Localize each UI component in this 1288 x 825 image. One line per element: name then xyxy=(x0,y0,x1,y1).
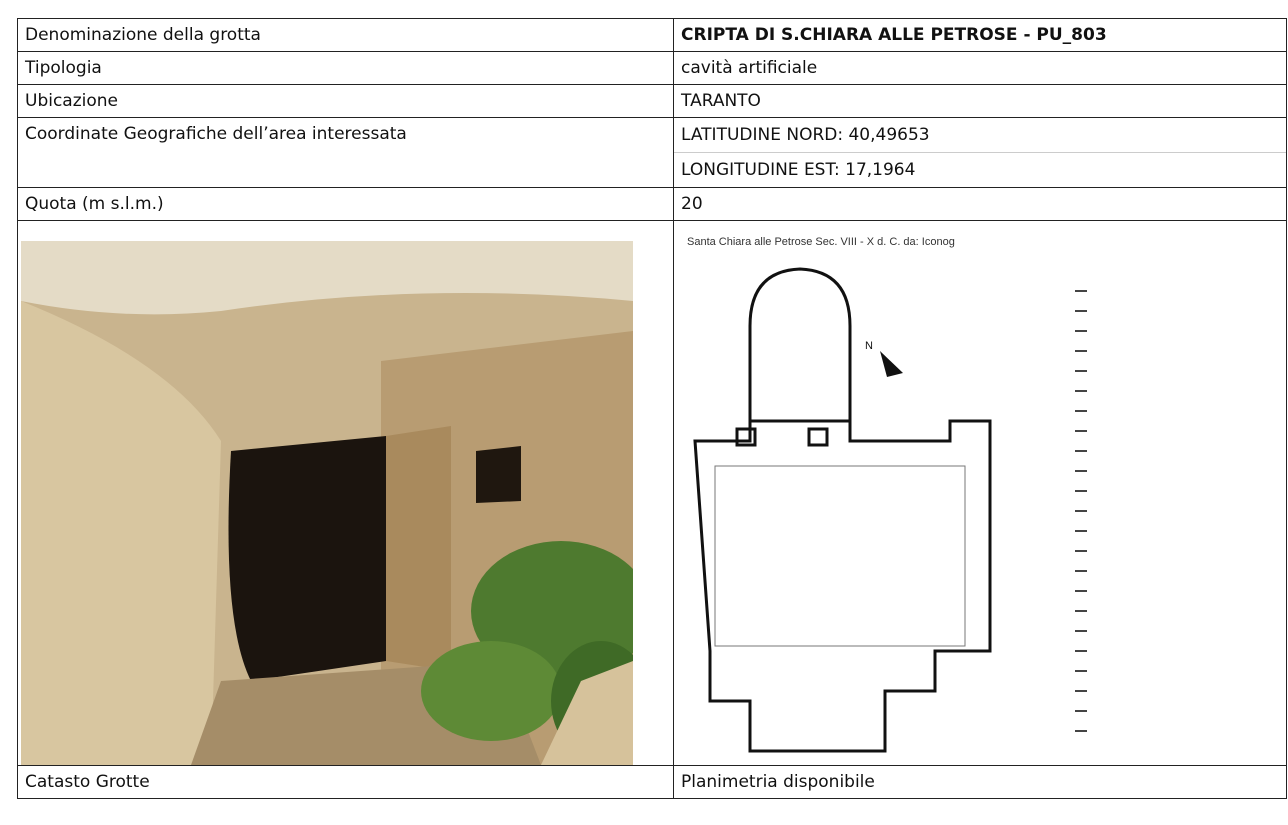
value: 20 xyxy=(673,187,1287,221)
cave-photo xyxy=(21,241,633,765)
cave-table: Denominazione della grotta CRIPTA DI S.CH… xyxy=(17,18,1287,799)
value: CRIPTA DI S.CHIARA ALLE PETROSE - PU_803 xyxy=(673,18,1287,52)
photo-cell xyxy=(17,220,674,766)
row: Coordinate Geografiche dell’area interes… xyxy=(17,117,1287,188)
row: Santa Chiara alle Petrose Sec. VIII - X … xyxy=(17,220,1287,766)
longitude: LONGITUDINE EST: 17,1964 xyxy=(674,152,1286,187)
label: Coordinate Geografiche dell’area interes… xyxy=(17,117,674,188)
row: Catasto Grotte Planimetria disponibile xyxy=(17,765,1287,799)
row: Quota (m s.l.m.) 20 xyxy=(17,187,1287,221)
svg-text:N: N xyxy=(865,340,873,352)
value: cavità artificiale xyxy=(673,51,1287,85)
footer-label: Planimetria disponibile xyxy=(673,765,1287,799)
label: Ubicazione xyxy=(17,84,674,118)
row: Denominazione della grotta CRIPTA DI S.CH… xyxy=(17,18,1287,52)
plan-caption: Santa Chiara alle Petrose Sec. VIII - X … xyxy=(687,236,955,248)
floor-plan: Santa Chiara alle Petrose Sec. VIII - X … xyxy=(687,236,1087,753)
label: Denominazione della grotta xyxy=(17,18,674,52)
value: TARANTO xyxy=(673,84,1287,118)
value: LATITUDINE NORD: 40,49653 LONGITUDINE EST… xyxy=(673,117,1287,188)
latitude: LATITUDINE NORD: 40,49653 xyxy=(681,125,930,145)
label: Quota (m s.l.m.) xyxy=(17,187,674,221)
row: Ubicazione TARANTO xyxy=(17,84,1287,118)
row: Tipologia cavità artificiale xyxy=(17,51,1287,85)
label: Tipologia xyxy=(17,51,674,85)
plan-cell: Santa Chiara alle Petrose Sec. VIII - X … xyxy=(673,220,1287,766)
footer-label: Catasto Grotte xyxy=(17,765,674,799)
